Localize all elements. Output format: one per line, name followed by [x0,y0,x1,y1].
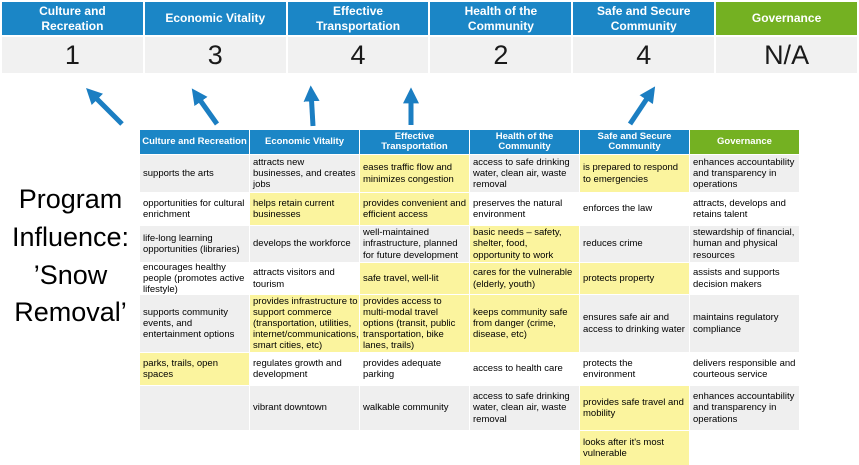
matrix-cell: access to safe drinking water, clean air… [470,386,579,430]
matrix-cell: develops the workforce [250,226,359,262]
matrix-header-cell: Governance [690,130,799,154]
matrix-cell: looks after it's most vulnerable [580,431,689,465]
matrix-cell: cares for the vulnerable (elderly, youth… [470,263,579,294]
matrix-cell: walkable community [360,386,469,430]
score-cell: N/A [716,37,857,73]
matrix-cell: preserves the natural environment [470,193,579,225]
influence-arrow-icon [627,86,656,126]
matrix-cell: protects the environment [580,353,689,385]
matrix-cell: helps retain current businesses [250,193,359,225]
matrix-cell: access to safe drinking water, clean air… [470,155,579,192]
score-cell: 4 [573,37,715,73]
score-cell: 1 [2,37,143,73]
matrix-header-cell: Health of the Community [470,130,579,154]
matrix-cell: attracts visitors and tourism [250,263,359,294]
matrix-cell: enhances accountability and transparency… [690,386,799,430]
matrix-cell: attracts new businesses, and creates job… [250,155,359,192]
matrix-cell [140,431,249,465]
score-cell: 3 [144,37,286,73]
matrix-cell: provides infrastructure to support comme… [250,295,359,352]
score-cell: 2 [430,37,572,73]
influence-arrow-icon [86,88,124,126]
category-banner: Culture and Recreation Economic Vitality E… [2,2,857,35]
matrix-cell: life-long learning opportunities (librar… [140,226,249,262]
banner-tile: Health of the Community [430,2,572,35]
matrix-header-cell: Economic Vitality [250,130,359,154]
matrix-header-cell: Culture and Recreation [140,130,249,154]
matrix-cell: ensures safe air and access to drinking … [580,295,689,352]
matrix-cell: encourages healthy people (promotes acti… [140,262,249,295]
matrix-cell: enforces the law [580,193,689,225]
influence-arrow-icon [191,88,220,126]
influence-arrow-icon [303,85,320,127]
matrix-cell: well-maintained infrastructure, planned … [360,226,469,262]
banner-tile: Safe and Secure Community [573,2,715,35]
score-row: 1 3 4 2 4 N/A [2,37,857,73]
matrix-cell: opportunities for cultural enrichment [140,193,249,225]
matrix-cell [360,431,469,465]
matrix-cell: is prepared to respond to emergencies [580,155,689,192]
banner-tile: Economic Vitality [144,2,286,35]
matrix-cell: provides safe travel and mobility [580,386,689,430]
matrix-cell [250,431,359,465]
matrix-cell: protects property [580,263,689,294]
matrix-cell: maintains regulatory compliance [690,295,799,352]
matrix-cell: delivers responsible and courteous servi… [690,353,799,385]
banner-tile: Effective Transportation [287,2,429,35]
matrix-cell: stewardship of financial, human and phys… [690,226,799,262]
matrix-cell: vibrant downtown [250,386,359,430]
matrix-cell: parks, trails, open spaces [140,353,249,385]
matrix-cell: eases traffic flow and minimizes congest… [360,155,469,192]
matrix-cell [690,431,799,465]
matrix-cell [470,431,579,465]
matrix-cell: safe travel, well-lit [360,263,469,294]
score-cell: 4 [287,37,429,73]
matrix-cell: enhances accountability and transparency… [690,155,799,192]
banner-tile: Governance [716,2,857,35]
matrix-header-cell: Effective Transportation [360,130,469,154]
matrix-cell: provides adequate parking [360,353,469,385]
matrix-cell: provides access to multi-modal travel op… [360,295,469,352]
program-influence-label: Program Influence: ’Snow Removal’ [11,184,130,328]
matrix-cell: access to health care [470,353,579,385]
influence-matrix: Culture and Recreation Economic Vitality E… [140,130,799,465]
matrix-cell: assists and supports decision makers [690,263,799,294]
matrix-cell: reduces crime [580,226,689,262]
matrix-cell: supports community events, and entertain… [140,295,249,352]
banner-tile: Culture and Recreation [2,2,143,35]
matrix-cell: supports the arts [140,155,249,192]
matrix-cell: basic needs – safety, shelter, food, opp… [470,226,579,262]
matrix-cell [140,386,249,430]
matrix-cell: regulates growth and development [250,353,359,385]
matrix-header-cell: Safe and Secure Community [580,130,689,154]
matrix-cell: keeps community safe from danger (crime,… [470,295,579,352]
matrix-cell: provides convenient and efficient access [360,193,469,225]
matrix-cell: attracts, develops and retains talent [690,193,799,225]
